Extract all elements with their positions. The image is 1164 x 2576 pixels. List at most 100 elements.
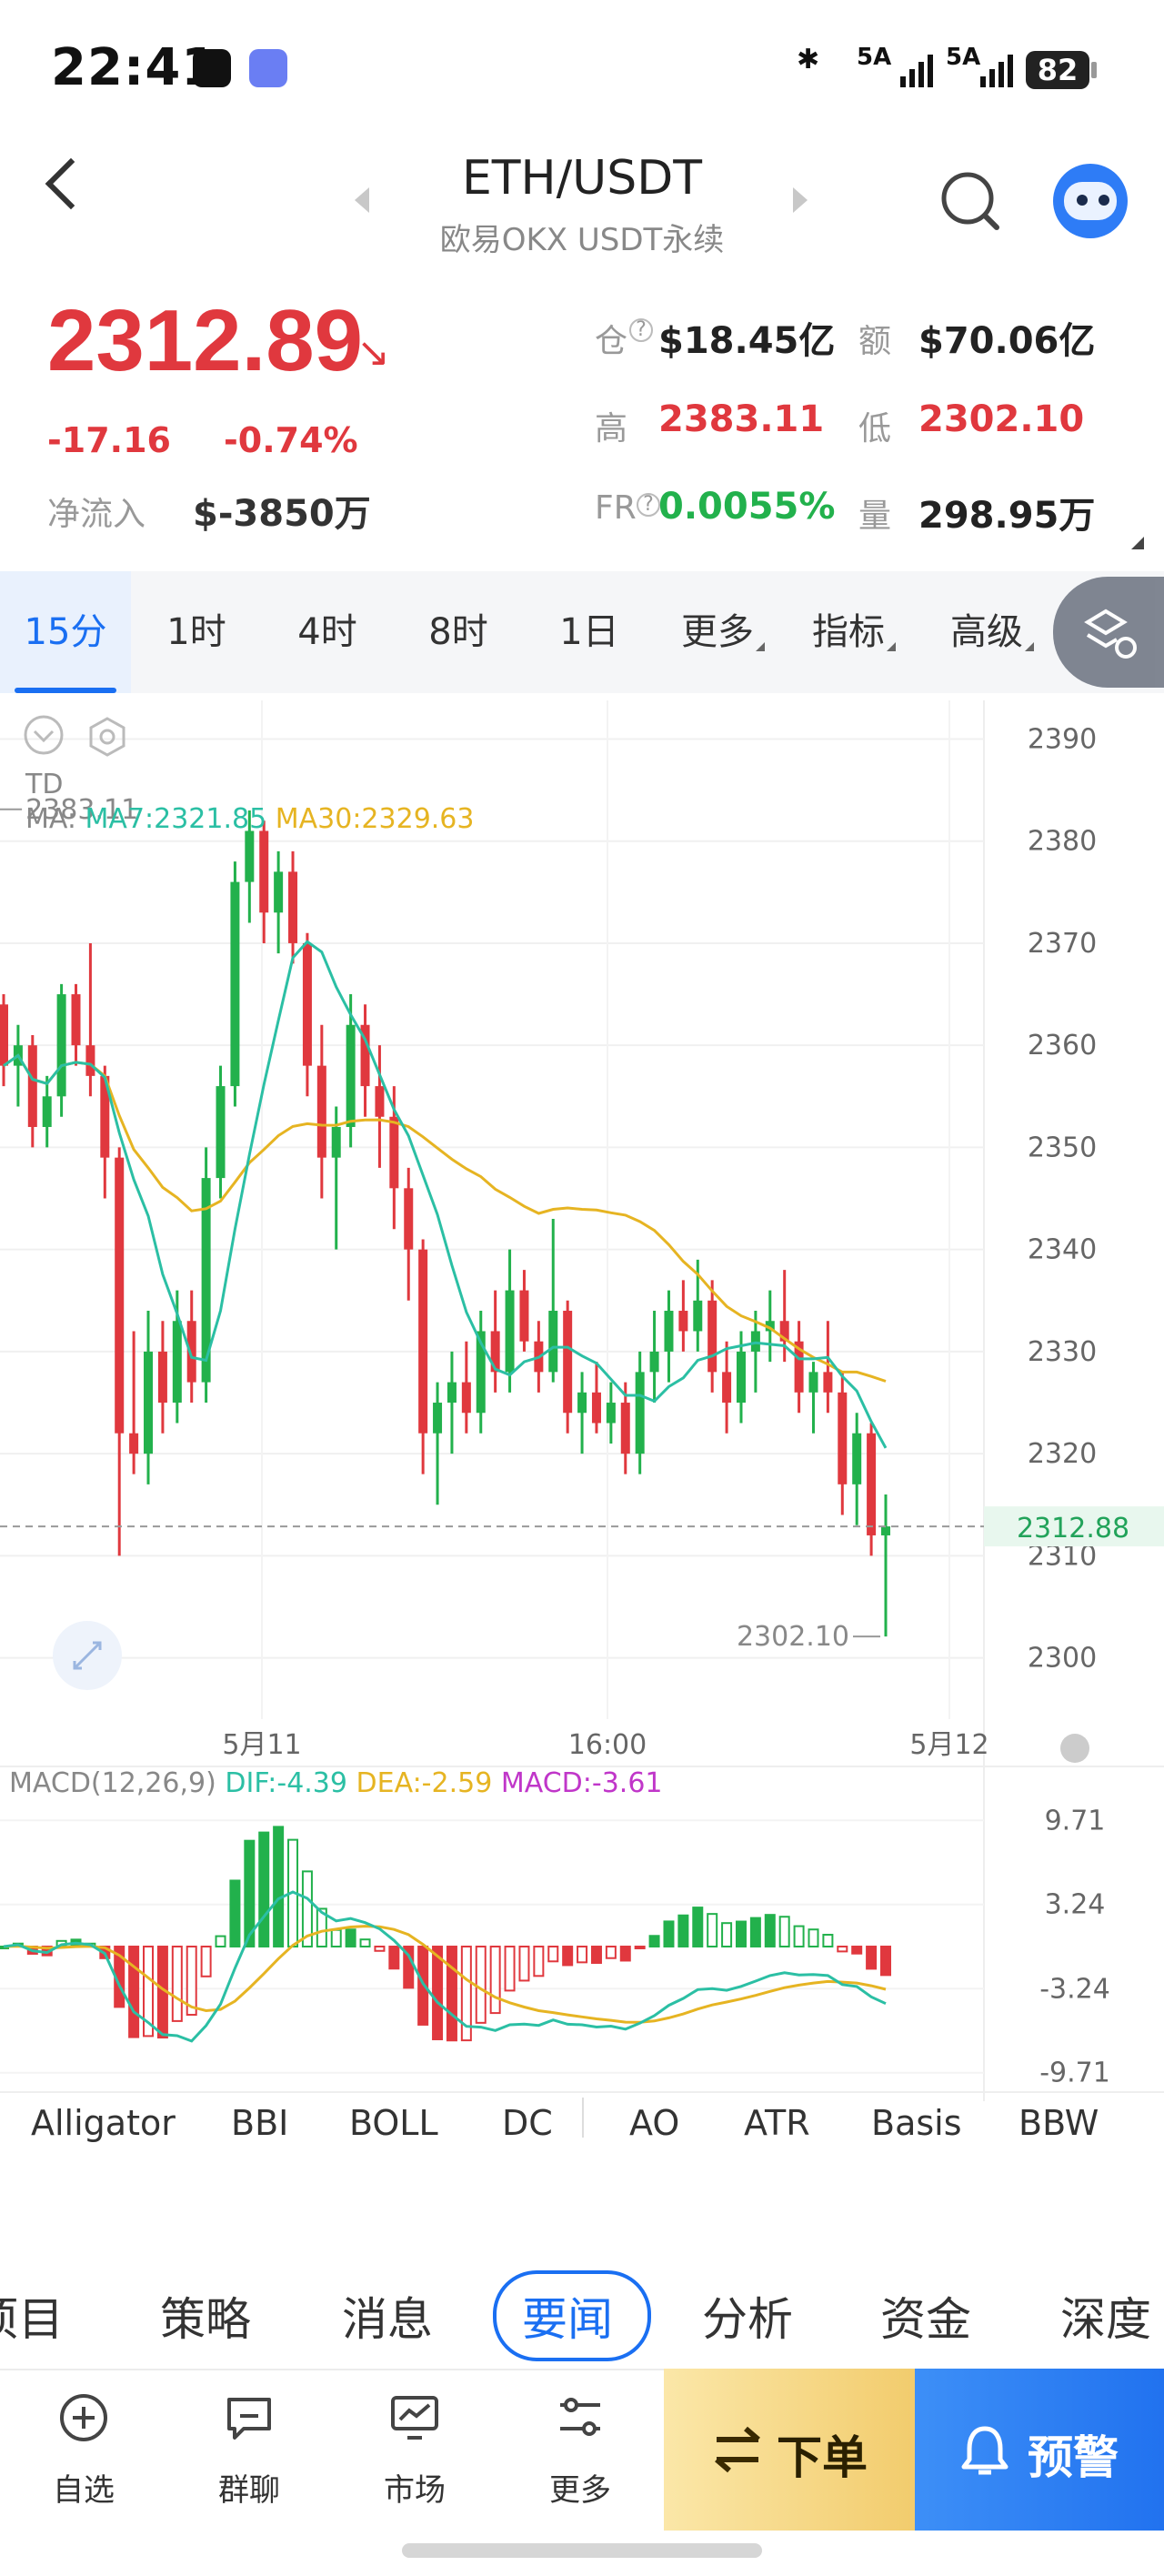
macd-bar: [880, 1946, 891, 1977]
help-icon[interactable]: ?: [629, 318, 653, 342]
price-change-pct: -0.74%: [224, 420, 358, 460]
tab-more[interactable]: 更多: [673, 571, 773, 693]
tab-8h[interactable]: 8时: [428, 611, 488, 653]
nav-market[interactable]: 市场: [333, 2370, 497, 2532]
y-tick-label: 2330: [1028, 1336, 1097, 1368]
active-tab-pill: [493, 2270, 651, 2361]
battery-icon: 82: [1026, 51, 1089, 89]
expand-corner-icon[interactable]: [1131, 537, 1144, 549]
y-tick-label: 2380: [1028, 826, 1097, 858]
macd-bar: [721, 1922, 733, 1948]
tab-advanced-label: 高级: [950, 611, 1023, 653]
search-icon[interactable]: [938, 169, 1002, 236]
macd-y-tick-label: 9.71: [1045, 1805, 1106, 1836]
home-indicator: [402, 2543, 762, 2558]
y-tick-label: 2300: [1028, 1643, 1097, 1675]
tab-analysis[interactable]: 分析: [702, 2293, 793, 2346]
prev-pair-icon[interactable]: [355, 187, 369, 213]
ma-legend: MA: MA7:2321.85 MA30:2329.63: [25, 803, 474, 835]
nav-chat[interactable]: 群聊: [167, 2370, 331, 2532]
candle-down: [85, 1045, 95, 1076]
ma7-line: [3, 940, 888, 1449]
pair-title[interactable]: ETH/USDT: [461, 151, 703, 206]
candle-up: [808, 1372, 818, 1393]
macd-bar: [200, 1946, 212, 1977]
tab-1h[interactable]: 1时: [166, 611, 226, 653]
order-button[interactable]: 下单: [664, 2369, 915, 2531]
chevron-down-icon: [33, 730, 55, 743]
tab-headlines[interactable]: 要闻: [522, 2293, 613, 2346]
macd-bar: [677, 1914, 689, 1947]
candle-down: [867, 1433, 877, 1535]
low-label: 低: [858, 410, 892, 448]
collapse-icon: [24, 715, 64, 755]
bot-eye: [1077, 195, 1088, 206]
macd-bar: [837, 1946, 848, 1953]
app-icon-1: [193, 49, 231, 87]
y-tick-label: 2340: [1028, 1234, 1097, 1266]
indicator-basis[interactable]: Basis: [871, 2103, 962, 2143]
indicator-dc[interactable]: DC: [502, 2103, 553, 2143]
candle-down: [591, 1392, 601, 1424]
fr-value: 0.0055%: [658, 486, 836, 528]
candle-up: [447, 1382, 457, 1404]
tab-advanced[interactable]: 高级: [935, 571, 1049, 693]
candle-up: [852, 1433, 862, 1484]
tab-funds[interactable]: 资金: [880, 2293, 971, 2346]
candle-down: [418, 1249, 428, 1434]
y-tick-label: 2350: [1028, 1132, 1097, 1163]
plus-circle-icon: [60, 2394, 107, 2441]
amount-value: $70.06亿: [918, 320, 1096, 362]
next-pair-icon[interactable]: [793, 187, 808, 213]
candle-down: [838, 1392, 848, 1484]
indicator-ao[interactable]: AO: [629, 2103, 680, 2143]
candle-down: [115, 1157, 125, 1434]
indicator-alligator[interactable]: Alligator: [31, 2103, 176, 2143]
tab-indicators[interactable]: 指标: [804, 571, 904, 693]
macd-bar: [460, 1946, 472, 2042]
candle-down: [519, 1290, 529, 1342]
nav-watchlist[interactable]: 自选: [2, 2370, 166, 2532]
nav-chat-label: 群聊: [218, 2472, 280, 2509]
high-marker-label: 2383.11: [25, 794, 138, 826]
tab-messages[interactable]: 消息: [342, 2293, 433, 2346]
candle-down: [389, 1116, 399, 1189]
indicator-bbw[interactable]: BBW: [1018, 2103, 1099, 2143]
macd-legend-item: DEA:-2.59: [347, 1767, 492, 1799]
tab-depth[interactable]: 深度: [1060, 2293, 1151, 2346]
indicator-atr[interactable]: ATR: [744, 2103, 810, 2143]
tab-1d[interactable]: 1日: [559, 611, 619, 653]
tab-strategy[interactable]: 策略: [160, 2293, 251, 2346]
last-price: 2312.89: [47, 292, 364, 389]
y-tick-label: 2390: [1028, 723, 1097, 755]
alert-button[interactable]: 预警: [915, 2369, 1164, 2531]
candle-up: [331, 1126, 341, 1158]
candle-down: [707, 1300, 717, 1373]
floating-tools-button[interactable]: [1053, 577, 1164, 688]
indicator-bbi[interactable]: BBI: [231, 2103, 289, 2143]
candle-down: [678, 1311, 688, 1332]
signal-icon: [900, 55, 937, 91]
tab-15m[interactable]: 15分: [0, 571, 131, 693]
candle-down: [100, 1075, 110, 1158]
tab-4h[interactable]: 4时: [297, 611, 357, 653]
order-button-label: 下单: [777, 2431, 868, 2484]
indicator-boll[interactable]: BOLL: [349, 2103, 438, 2143]
macd-bar: [562, 1946, 574, 1967]
candle-up: [42, 1096, 52, 1127]
status-time: 22:41: [51, 38, 218, 97]
candle-up: [172, 1321, 182, 1404]
nav-more-label: 更多: [549, 2472, 611, 2509]
help-icon[interactable]: ?: [637, 493, 660, 517]
status-bar: 22:41 ✱ 5A 5A 82: [0, 0, 1164, 136]
expand-icon: [73, 1641, 102, 1670]
macd-bar: [171, 1946, 183, 2022]
macd-bar: [749, 1917, 761, 1948]
macd-legend: MACD(12,26,9) DIF:-4.39 DEA:-2.59 MACD:-…: [9, 1767, 663, 1799]
tab-projects[interactable]: 项目: [0, 2293, 64, 2346]
candle-down: [722, 1372, 732, 1404]
nav-more[interactable]: 更多: [498, 2370, 662, 2532]
x-tick-label: 5月11: [222, 1729, 301, 1761]
kline-chart[interactable]: 2390238023702360235023402330232023102300…: [0, 700, 1164, 2101]
network-label-2: 5A: [946, 44, 981, 71]
